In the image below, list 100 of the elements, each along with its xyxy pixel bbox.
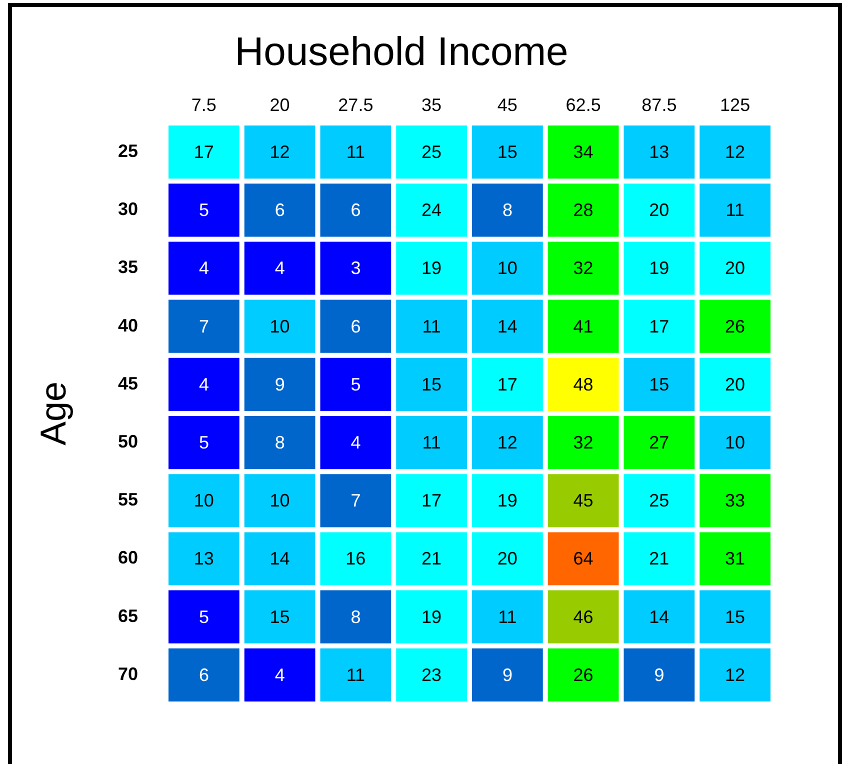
x-tick-label: 27.5 [338,95,374,116]
data-label: 20 [497,548,518,569]
data-label: 19 [422,606,442,627]
data-label: 11 [726,200,744,220]
data-label: 10 [270,490,290,511]
data-label: 9 [274,374,285,394]
data-label: 10 [725,432,746,453]
x-tick-label: 87.5 [642,95,677,116]
data-label: 25 [649,490,670,511]
data-label: 10 [497,258,518,278]
data-label: 4 [274,664,285,685]
x-tick-label: 62.5 [566,95,601,116]
data-label: 64 [573,548,594,569]
data-label: 12 [725,142,746,162]
data-label: 6 [350,316,361,336]
data-label: 12 [497,432,518,453]
data-label: 4 [274,258,285,278]
data-label: 11 [422,316,441,336]
y-axis-title: Age [32,381,74,446]
data-label: 25 [422,142,442,162]
data-label: 20 [649,200,670,220]
x-tick-label: 20 [270,95,290,116]
data-label: 17 [422,490,442,511]
data-label: 19 [649,258,670,278]
data-label: 23 [422,664,442,685]
data-label: 20 [725,258,746,278]
y-tick-label: 65 [118,606,138,626]
data-label: 32 [573,258,594,278]
data-label: 33 [725,490,746,511]
data-label: 4 [198,374,209,394]
data-label: 34 [573,142,594,162]
data-label: 10 [194,490,214,511]
data-label: 8 [274,432,285,453]
data-label: 11 [346,142,366,162]
data-label: 27 [649,432,670,453]
x-tick-label: 45 [497,95,518,116]
data-label: 26 [573,664,594,685]
data-label: 15 [725,606,746,627]
data-label: 4 [198,258,209,278]
data-label: 5 [198,432,209,453]
data-label: 46 [573,606,594,627]
data-label: 12 [270,142,290,162]
data-label: 15 [422,374,442,394]
data-label: 17 [194,142,214,162]
data-label: 8 [502,200,512,220]
x-tick-label: 35 [422,95,442,116]
data-label: 13 [649,142,670,162]
data-label: 5 [198,200,209,220]
data-label: 26 [725,316,746,336]
y-tick-label: 70 [118,664,138,684]
data-label: 48 [573,374,594,394]
data-label: 10 [270,316,290,336]
data-label: 32 [573,432,594,453]
data-label: 9 [654,664,664,685]
data-label: 6 [350,200,361,220]
y-tick-label: 45 [118,373,138,394]
data-label: 21 [422,548,442,569]
data-label: 8 [350,606,361,627]
data-label: 24 [422,200,442,220]
data-label: 14 [270,548,290,569]
data-label: 6 [198,664,209,685]
data-label: 5 [350,374,361,394]
data-label: 5 [198,606,209,627]
data-label: 7 [350,490,361,511]
x-tick-label: 125 [720,95,750,116]
data-label: 17 [497,374,518,394]
data-label: 15 [270,606,290,627]
data-label: 3 [350,258,361,278]
y-tick-label: 55 [118,490,138,510]
data-label: 11 [346,664,366,685]
data-label: 16 [346,548,366,569]
data-label: 20 [725,374,746,394]
data-label: 19 [497,490,518,511]
data-label: 21 [649,548,670,569]
data-label: 41 [573,316,594,336]
data-label: 15 [497,142,518,162]
data-label: 28 [573,200,594,220]
data-label: 19 [422,258,442,278]
data-label: 31 [725,548,746,569]
data-label: 17 [649,316,670,336]
data-label: 13 [194,548,214,569]
data-label: 11 [422,432,441,453]
data-label: 15 [649,374,670,394]
data-label: 4 [350,432,361,453]
data-label: 12 [725,664,746,685]
y-tick-label: 35 [118,257,138,278]
y-tick-label: 25 [118,141,138,162]
y-tick-label: 50 [118,432,138,452]
data-label: 14 [649,606,670,627]
data-label: 9 [502,664,512,685]
chart-title: Household Income [234,30,568,74]
data-label: 7 [198,316,209,336]
data-label: 14 [497,316,518,336]
y-tick-label: 60 [118,548,138,568]
y-tick-label: 30 [118,199,138,220]
data-label: 45 [573,490,594,511]
x-tick-label: 7.5 [191,95,216,116]
data-label: 11 [498,606,517,627]
y-tick-label: 40 [118,315,138,336]
data-label: 6 [274,200,285,220]
